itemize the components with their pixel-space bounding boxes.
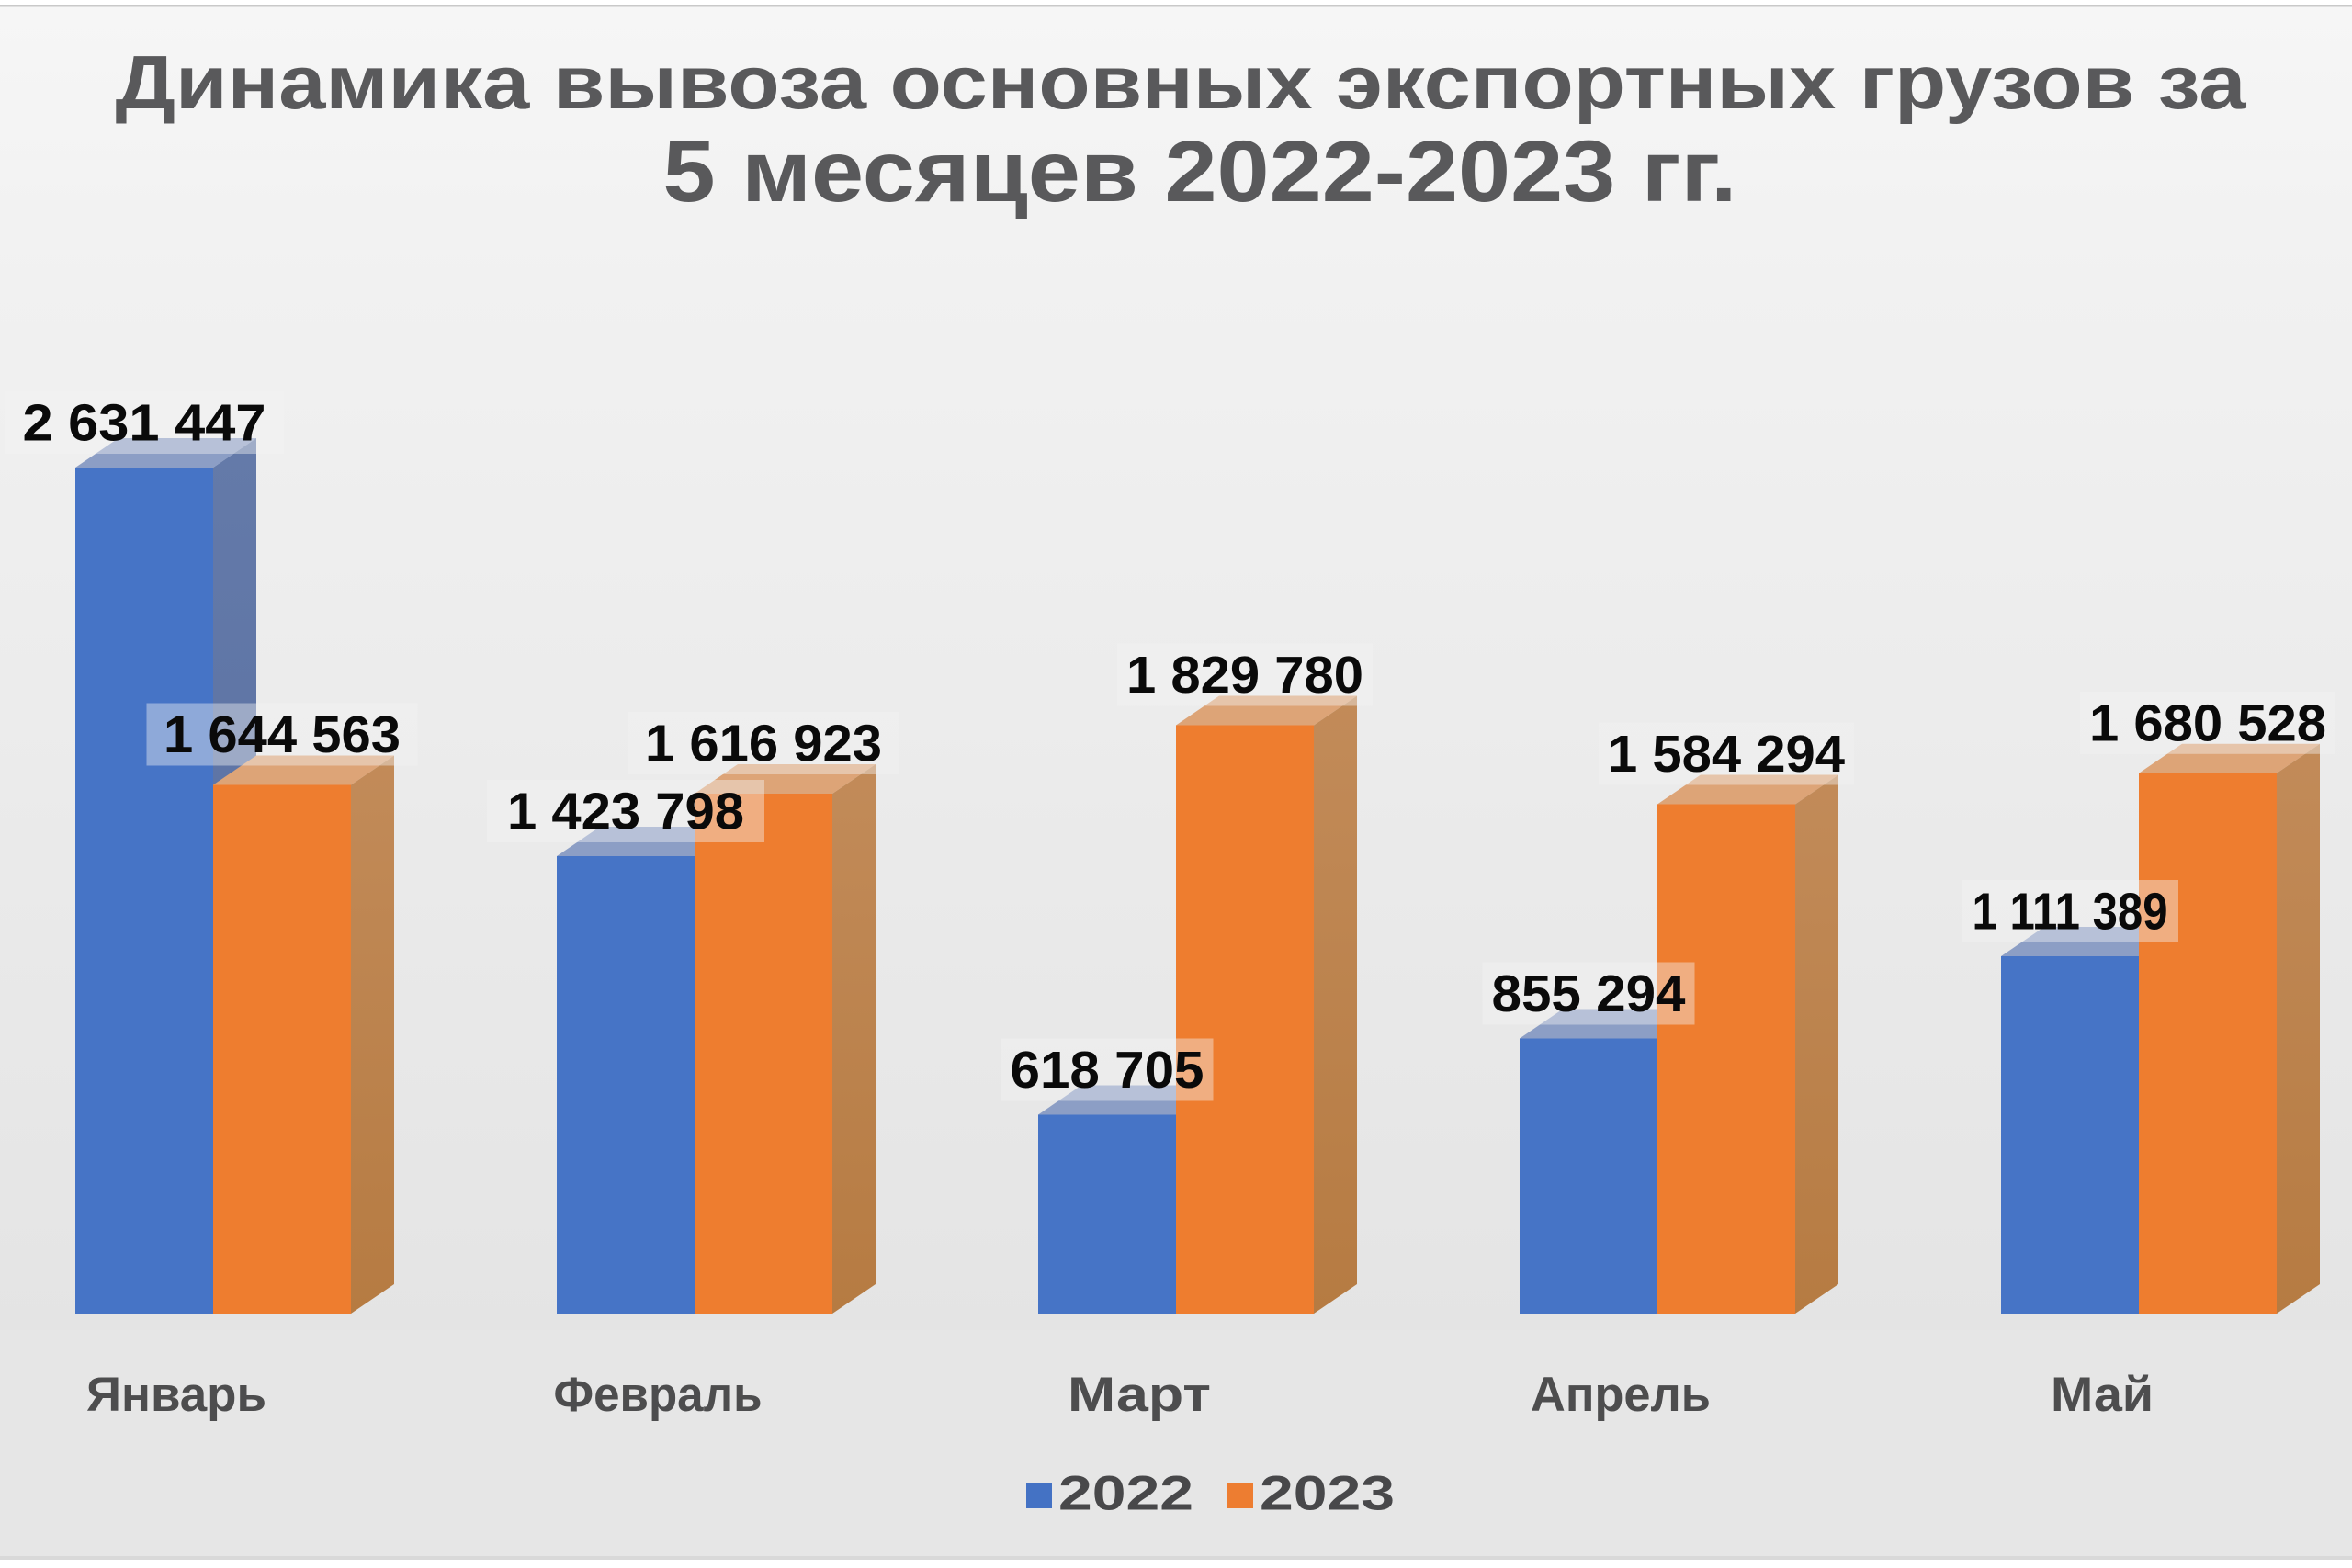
svg-text:1 423 798: 1 423 798 (507, 783, 744, 840)
svg-text:2 631 447: 2 631 447 (23, 394, 266, 452)
svg-text:Январь: Январь (86, 1368, 266, 1422)
svg-text:1 111 389: 1 111 389 (1973, 883, 2168, 941)
svg-text:Март: Март (1068, 1368, 1211, 1422)
svg-text:1 829 780: 1 829 780 (1126, 646, 1363, 704)
svg-text:5 месяцев 2022-2023 гг.: 5 месяцев 2022-2023 гг. (663, 123, 1737, 220)
svg-text:1 584 294: 1 584 294 (1608, 725, 1846, 783)
svg-text:1 680 528: 1 680 528 (2089, 694, 2326, 751)
svg-text:855 294: 855 294 (1492, 964, 1687, 1022)
svg-text:2023: 2023 (1260, 1467, 1395, 1521)
svg-text:Апрель: Апрель (1531, 1368, 1711, 1422)
svg-text:Май: Май (2051, 1368, 2154, 1422)
svg-text:1 616 923: 1 616 923 (645, 715, 882, 773)
svg-text:Февраль: Февраль (554, 1368, 763, 1422)
svg-text:Динамика вывоза основных экспо: Динамика вывоза основных экспортных груз… (116, 39, 2247, 125)
svg-text:2022: 2022 (1058, 1467, 1193, 1521)
svg-text:618 705: 618 705 (1011, 1041, 1204, 1099)
svg-text:1 644 563: 1 644 563 (164, 705, 401, 763)
